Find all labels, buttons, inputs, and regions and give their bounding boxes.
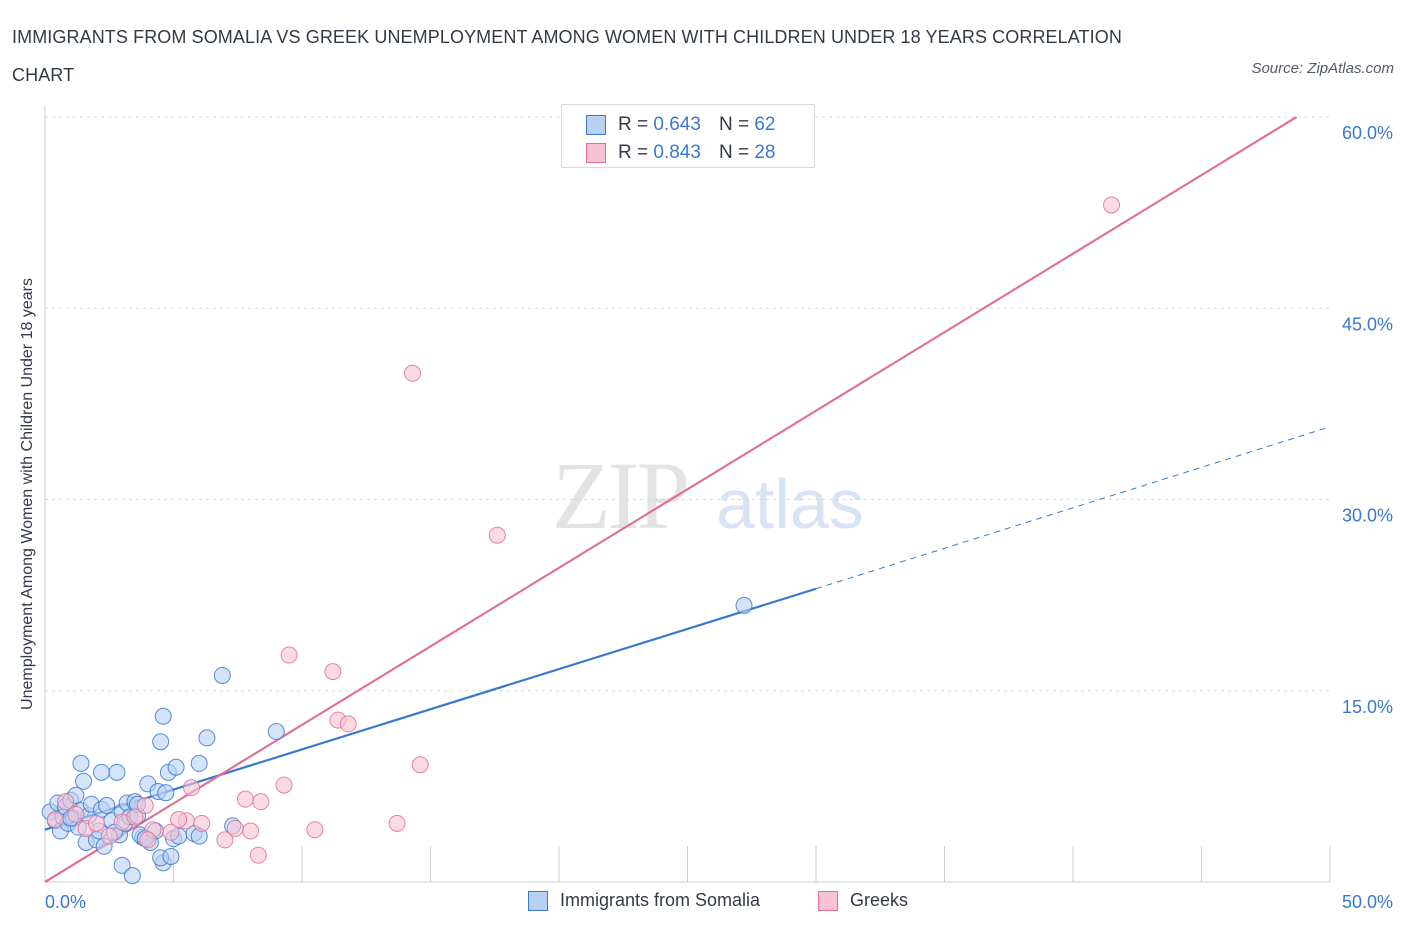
chart-title: IMMIGRANTS FROM SOMALIA VS GREEK UNEMPLO… [12, 27, 1122, 85]
somalia-legend-swatch [528, 890, 548, 911]
point-greeks[interactable] [226, 819, 244, 837]
x-tick-label: 50.0% [1342, 892, 1393, 912]
point-somalia[interactable] [113, 856, 131, 874]
series-legend: Immigrants from Somalia Greeks [0, 890, 1406, 914]
point-greeks[interactable] [249, 846, 267, 864]
point-somalia[interactable] [108, 763, 126, 781]
legend-label: Immigrants from Somalia [560, 890, 761, 910]
point-somalia[interactable] [72, 754, 90, 772]
stats-legend-row-somalia: R = 0.643 N = 62 [586, 113, 775, 137]
point-greeks[interactable] [306, 821, 324, 839]
point-greeks[interactable] [182, 779, 200, 797]
r-label: R = [618, 114, 649, 135]
point-greeks[interactable] [216, 831, 234, 849]
y-tick-label: 60.0% [1342, 123, 1393, 143]
y-tick-label: 45.0% [1342, 314, 1393, 334]
grid [45, 116, 1330, 692]
point-greeks[interactable] [136, 797, 154, 814]
point-somalia[interactable] [152, 733, 170, 751]
point-greeks[interactable] [139, 831, 157, 849]
point-greeks[interactable] [162, 823, 180, 841]
point-greeks[interactable] [87, 814, 105, 832]
point-somalia[interactable] [157, 784, 175, 802]
point-somalia[interactable] [198, 729, 216, 747]
n-value: 62 [754, 114, 776, 135]
stats-legend: R = 0.643 N = 62 R = 0.843 N = 28 [561, 104, 815, 168]
point-greeks[interactable] [1103, 196, 1121, 214]
point-greeks[interactable] [404, 364, 422, 382]
stats-legend-row-greeks: R = 0.843 N = 28 [586, 141, 775, 165]
trend-extension-somalia [815, 426, 1331, 590]
point-greeks[interactable] [275, 776, 293, 794]
point-somalia[interactable] [267, 723, 285, 741]
point-somalia[interactable] [98, 797, 116, 814]
point-greeks[interactable] [388, 814, 406, 832]
point-greeks[interactable] [46, 811, 64, 829]
point-greeks[interactable] [236, 790, 254, 808]
greeks-legend-swatch [818, 890, 838, 911]
x-tick-label: 0.0% [45, 892, 86, 912]
point-greeks[interactable] [411, 756, 429, 774]
greeks-swatch [586, 143, 606, 163]
point-somalia[interactable] [93, 763, 111, 781]
point-greeks[interactable] [242, 822, 260, 840]
point-somalia[interactable] [154, 707, 172, 725]
n-label: N = [718, 114, 750, 135]
legend-item-somalia[interactable]: Immigrants from Somalia [528, 890, 760, 911]
data-points [41, 196, 1121, 885]
point-somalia[interactable] [213, 666, 231, 684]
n-value: 28 [754, 142, 776, 163]
trend-line-greeks [44, 116, 1298, 883]
point-greeks[interactable] [126, 808, 144, 826]
point-somalia[interactable] [123, 867, 141, 885]
point-greeks[interactable] [193, 814, 211, 832]
point-greeks[interactable] [339, 715, 357, 733]
point-greeks[interactable] [252, 793, 270, 811]
y-tick-label: 15.0% [1342, 697, 1393, 717]
point-greeks[interactable] [67, 805, 85, 823]
r-label: R = [618, 142, 649, 163]
point-somalia[interactable] [735, 596, 753, 614]
r-value: 0.643 [653, 114, 701, 135]
legend-item-greeks[interactable]: Greeks [818, 890, 908, 911]
point-greeks[interactable] [280, 646, 298, 664]
point-somalia[interactable] [167, 758, 185, 776]
point-somalia[interactable] [75, 772, 93, 790]
point-greeks[interactable] [324, 663, 342, 681]
watermark-atlas: atlas [716, 465, 864, 543]
point-somalia[interactable] [190, 754, 208, 772]
tick-labels: 15.0% 30.0% 45.0% 60.0% 0.0% 50.0% [45, 123, 1393, 912]
watermark-zip: ZIP [552, 442, 687, 549]
n-label: N = [718, 142, 750, 163]
r-value: 0.843 [653, 142, 701, 163]
point-greeks[interactable] [100, 827, 118, 845]
legend-label: Greeks [850, 890, 909, 910]
somalia-swatch [586, 115, 606, 135]
point-greeks[interactable] [57, 793, 75, 811]
source-label: Source: ZipAtlas.com [1251, 60, 1394, 77]
watermark: ZIP atlas [552, 442, 864, 549]
point-somalia[interactable] [162, 848, 180, 865]
point-greeks[interactable] [488, 526, 506, 544]
point-greeks[interactable] [170, 811, 188, 829]
y-tick-label: 30.0% [1342, 506, 1393, 526]
